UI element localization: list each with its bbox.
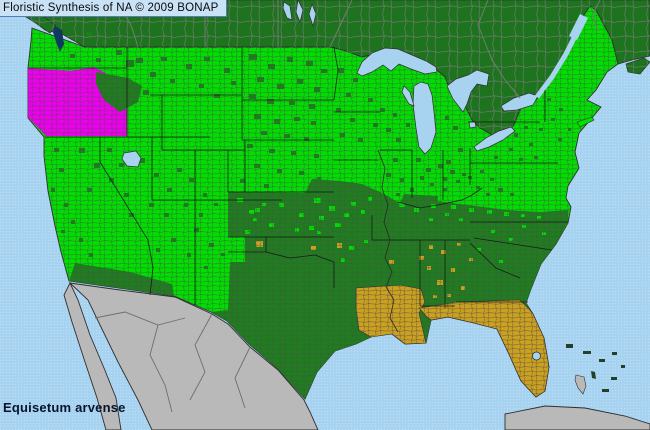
lake-michigan [412,81,437,155]
green-bay [401,85,415,107]
puget-sound [53,26,64,52]
region-mexico-mainland [68,282,319,430]
lake-huron [446,69,490,113]
state-borders [28,46,568,308]
lake-superior [356,47,438,77]
mexico-state-borders [94,311,251,413]
province-borders [117,0,601,99]
lake-okeechobee [532,351,541,361]
ohio-river [397,187,483,209]
region-cuba [504,405,650,430]
lake-ontario [500,92,539,112]
lake-winnipeg-group [282,0,317,28]
lakes [121,0,541,361]
region-baja-california [63,281,122,430]
region-mexico [63,281,650,430]
great-salt-lake [121,150,142,168]
long-island [576,116,595,128]
title-bar: Floristic Synthesis of NA © 2009 BONAP [0,0,227,17]
species-label: Equisetum arvense [3,400,126,415]
lake-st-clair [468,121,477,129]
lake-erie [473,126,516,152]
st-lawrence-estuary [568,13,589,41]
andros-island-gray [574,374,587,395]
mississippi-river [377,149,399,333]
map-title: Floristic Synthesis of NA © 2009 BONAP [3,2,219,14]
